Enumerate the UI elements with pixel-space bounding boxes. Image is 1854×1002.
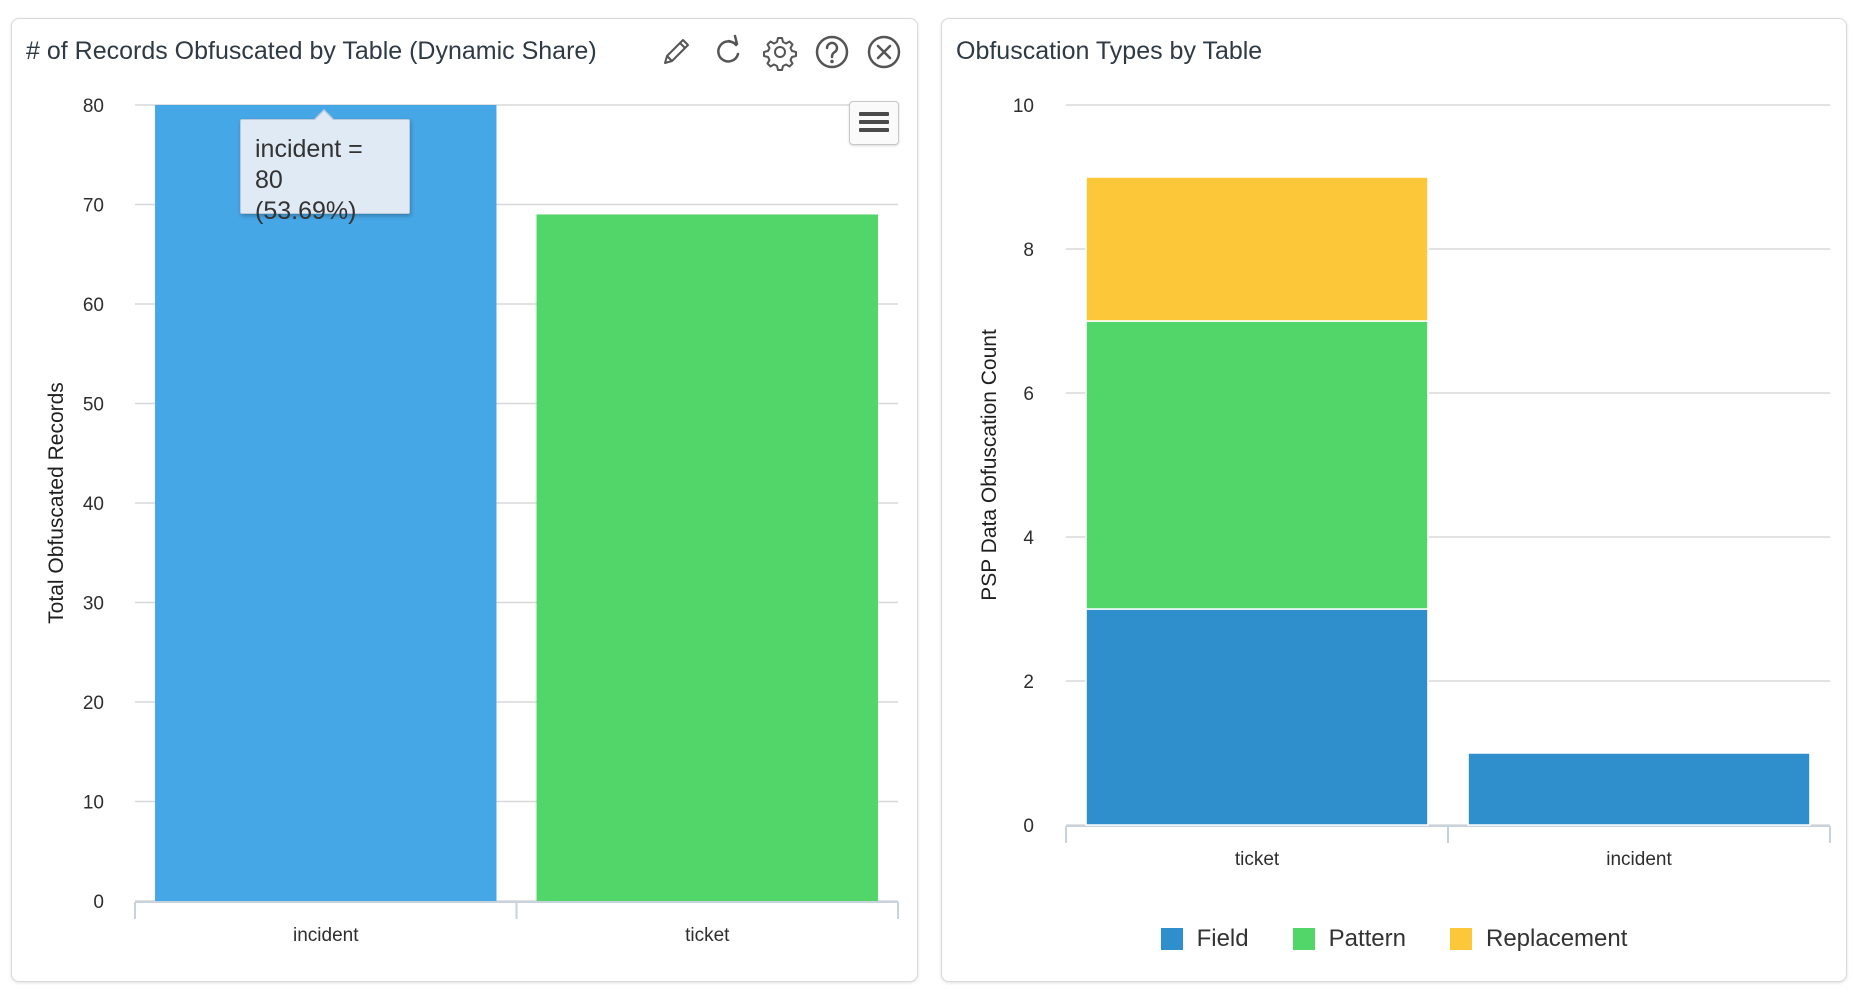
legend-swatch [1160, 928, 1183, 950]
obfuscation-types-widget: Obfuscation Types by Table 0 2 4 6 8 10 ticket… [941, 18, 1847, 982]
widget-title: Obfuscation Types by Table [956, 37, 1263, 65]
bar-segment [1085, 320, 1429, 610]
y-tick-label: 0 [93, 892, 104, 913]
settings-button[interactable] [761, 33, 799, 71]
y-tick-label: 2 [1023, 672, 1034, 693]
legend-label: Pattern [1328, 925, 1406, 952]
pencil-icon [664, 39, 689, 64]
refresh-icon [717, 34, 740, 63]
menu-icon [859, 112, 889, 116]
y-tick-label: 0 [1023, 816, 1034, 837]
x-tick-label: incident [1606, 849, 1672, 870]
legend-item[interactable]: Replacement [1450, 925, 1627, 953]
y-tick-label: 4 [1023, 528, 1034, 549]
close-icon [867, 35, 901, 69]
widget-title: # of Records Obfuscated by Table (Dynami… [26, 37, 597, 65]
close-button[interactable] [865, 33, 903, 71]
widget-toolbar [657, 33, 903, 71]
bar-segment [1085, 176, 1429, 322]
bar-tooltip: incident = 80 (53.69%) [240, 109, 410, 225]
tooltip-value: incident = 80 [255, 135, 363, 194]
help-icon [815, 35, 849, 69]
bar [155, 105, 497, 901]
legend-item[interactable]: Pattern [1292, 925, 1406, 953]
x-tick-label: incident [293, 925, 359, 946]
gear-icon [763, 37, 797, 71]
y-tick-label: 50 [83, 395, 104, 416]
y-tick-label: 10 [1013, 96, 1034, 117]
y-tick-label: 40 [83, 494, 104, 515]
y-tick-label: 60 [83, 295, 104, 316]
legend-item[interactable]: Field [1160, 925, 1249, 953]
y-tick-label: 30 [83, 594, 104, 615]
legend-label: Replacement [1486, 925, 1628, 952]
chart-menu-button[interactable] [849, 101, 899, 145]
y-axis-title: Total Obfuscated Records [45, 382, 68, 624]
y-tick-label: 70 [83, 196, 104, 217]
records-obfuscated-widget: # of Records Obfuscated by Table (Dynami… [11, 18, 918, 982]
y-tick-label: 6 [1023, 384, 1034, 405]
chart-legend: Field Pattern Replacement [942, 925, 1846, 953]
x-tick-label: ticket [1235, 849, 1280, 870]
obfuscation-stacked-chart: 0 2 4 6 8 10 ticket incident PSP Data Obfuscatio… [978, 96, 1831, 870]
y-tick-label: 20 [83, 693, 104, 714]
bar-segment [1467, 752, 1811, 826]
y-axis-title: PSP Data Obfuscation Count [978, 329, 1001, 601]
help-button[interactable] [813, 33, 851, 71]
refresh-button[interactable] [709, 33, 747, 71]
legend-swatch [1292, 928, 1315, 950]
y-tick-label: 10 [83, 793, 104, 814]
bar-segment [1085, 608, 1429, 826]
edit-button[interactable] [657, 33, 695, 71]
y-tick-label: 8 [1023, 240, 1034, 261]
x-tick-label: ticket [685, 925, 730, 946]
records-bar-chart: 0 10 20 30 40 50 60 70 80 incident ticket Total Obf… [45, 96, 899, 946]
bar [536, 214, 878, 901]
tooltip-percent: (53.69%) [255, 197, 357, 225]
legend-swatch [1450, 928, 1472, 950]
y-tick-label: 80 [83, 96, 104, 117]
legend-label: Field [1196, 925, 1249, 952]
